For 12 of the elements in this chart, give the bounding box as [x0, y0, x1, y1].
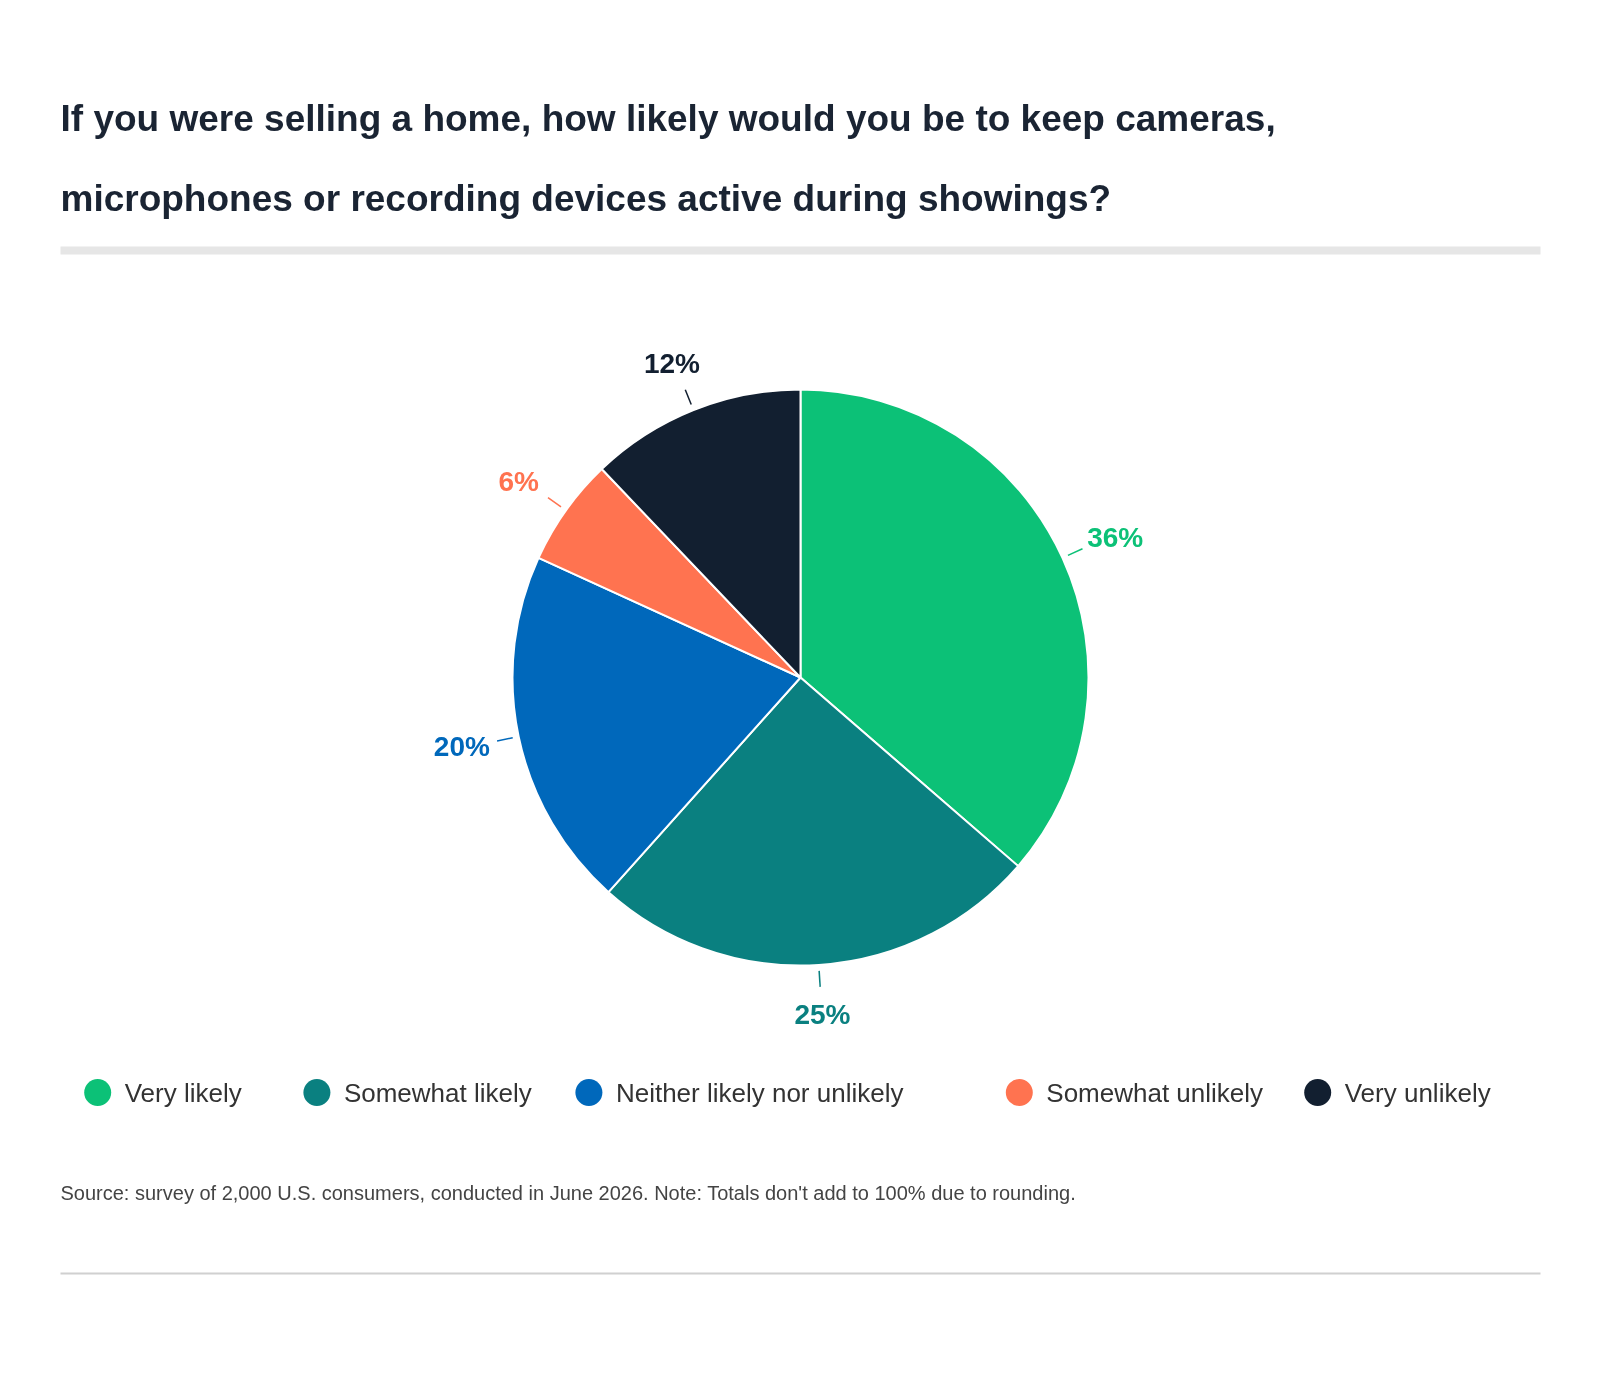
data-label: 6% [498, 465, 539, 497]
data-label: 25% [794, 999, 851, 1031]
data-label: 20% [433, 731, 490, 763]
data-label: 12% [643, 348, 701, 380]
source-note: Source: survey of 2,000 U.S. consumers, conducted in June 2026. Note: Totals don't add to 100% due to rounding. [60, 1181, 1076, 1204]
data-label: 36% [1087, 521, 1144, 553]
legend-label: Somewhat unlikely [1046, 1077, 1264, 1108]
legend-label: Neither likely nor unlikely [615, 1077, 904, 1108]
chart-title: If you were selling a home, how likely would you be to keep cameras, microphones or recording devices active during showings? [60, 98, 1276, 219]
legend-label: Somewhat likely [343, 1077, 532, 1108]
legend-label: Very likely [124, 1077, 242, 1108]
legend-label: Very unlikely [1344, 1077, 1491, 1108]
